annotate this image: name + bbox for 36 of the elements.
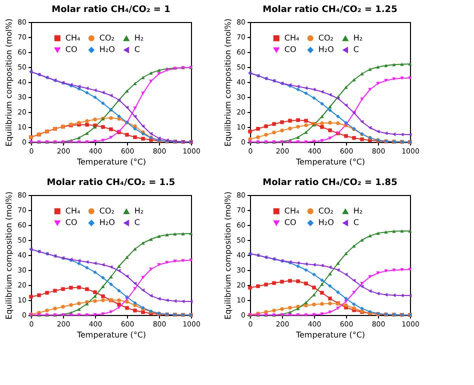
y-axis-title: Equilibrium composition (mol%)	[224, 192, 233, 320]
x-axis-title: Temperature (°C)	[76, 330, 146, 340]
x-axis-title: Temperature (°C)	[76, 158, 146, 166]
legend-label: H₂O	[318, 45, 334, 54]
legend-label: C	[353, 45, 360, 54]
legend-label: CH₄	[284, 206, 300, 216]
legend-label: H₂	[134, 206, 144, 216]
legend-label: CO	[284, 218, 296, 227]
y-axis-title: Equilibrium composition (mol%)	[224, 18, 233, 146]
legend-label: H₂O	[99, 45, 115, 54]
legend-label: CO₂	[318, 206, 334, 216]
legend-label: CO₂	[318, 33, 334, 42]
chart-title: Molar ratio CH₄/CO₂ = 1.25	[262, 5, 398, 15]
legend-label: CO	[65, 218, 78, 227]
legend-label: H₂O	[99, 218, 115, 227]
legend-label: CO	[284, 45, 296, 54]
legend-label: C	[353, 218, 360, 227]
legend-label: H₂	[353, 206, 363, 216]
legend-label: CH₄	[284, 33, 300, 42]
legend-label: C	[134, 218, 140, 227]
legend-label: CO₂	[99, 33, 114, 42]
x-axis-title: Temperature (°C)	[294, 330, 366, 340]
legend-label: H₂	[134, 33, 144, 42]
legend-label: C	[134, 45, 140, 54]
y-axis-title: Equilibrium composition (mol%)	[4, 18, 14, 146]
y-axis-title: Equilibrium composition (mol%)	[4, 192, 14, 320]
x-axis-title: Temperature (°C)	[294, 158, 366, 166]
legend-label: H₂O	[318, 218, 334, 227]
legend-label: CO	[65, 45, 78, 54]
chart-title: Molar ratio CH₄/CO₂ = 1	[52, 5, 170, 15]
legend-label: CO₂	[99, 206, 114, 216]
legend-label: CH₄	[65, 33, 80, 42]
chart-title: Molar ratio CH₄/CO₂ = 1.5	[46, 178, 176, 188]
legend-label: CH₄	[65, 206, 80, 216]
legend-label: H₂	[353, 33, 363, 42]
chart-title: Molar ratio CH₄/CO₂ = 1.85	[262, 178, 398, 188]
